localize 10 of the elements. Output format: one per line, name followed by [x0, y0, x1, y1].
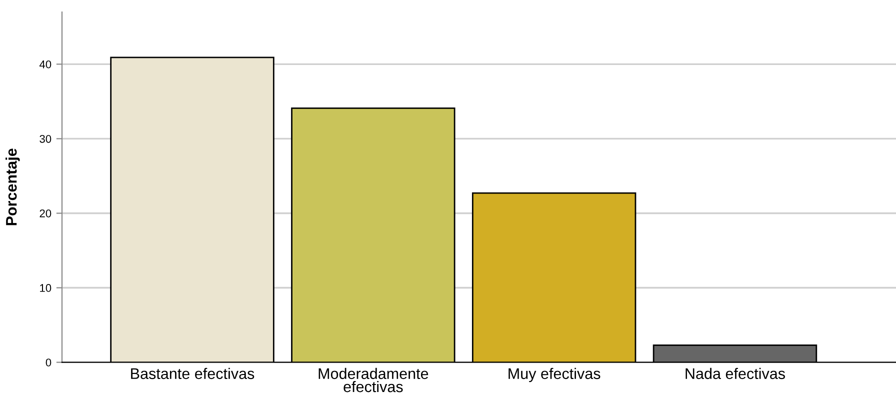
x-tick-label: Moderadamente efectivas: [318, 368, 428, 392]
x-tick-label: Muy efectivas: [508, 368, 600, 382]
x-tick-label: Nada efectivas: [686, 368, 785, 380]
y-tick-label: 40: [39, 60, 52, 68]
x-tick-label: Bastante efectivas: [131, 368, 254, 380]
y-axis-title: Porcentaje: [6, 148, 20, 226]
y-tick-label: 0: [46, 358, 52, 366]
y-tick-label: 20: [40, 210, 52, 218]
y-tick-label: 10: [40, 284, 52, 292]
y-tick-label: 30: [40, 134, 52, 143]
